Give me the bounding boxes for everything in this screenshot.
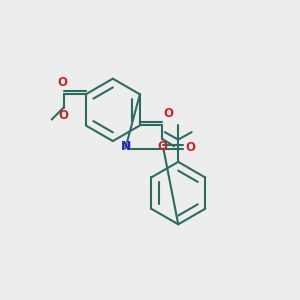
Text: N: N [121, 140, 132, 153]
Text: H: H [121, 142, 129, 152]
Text: O: O [164, 107, 174, 120]
Text: O: O [57, 76, 67, 89]
Text: O: O [58, 109, 68, 122]
Text: O: O [157, 140, 167, 153]
Text: O: O [185, 141, 195, 154]
